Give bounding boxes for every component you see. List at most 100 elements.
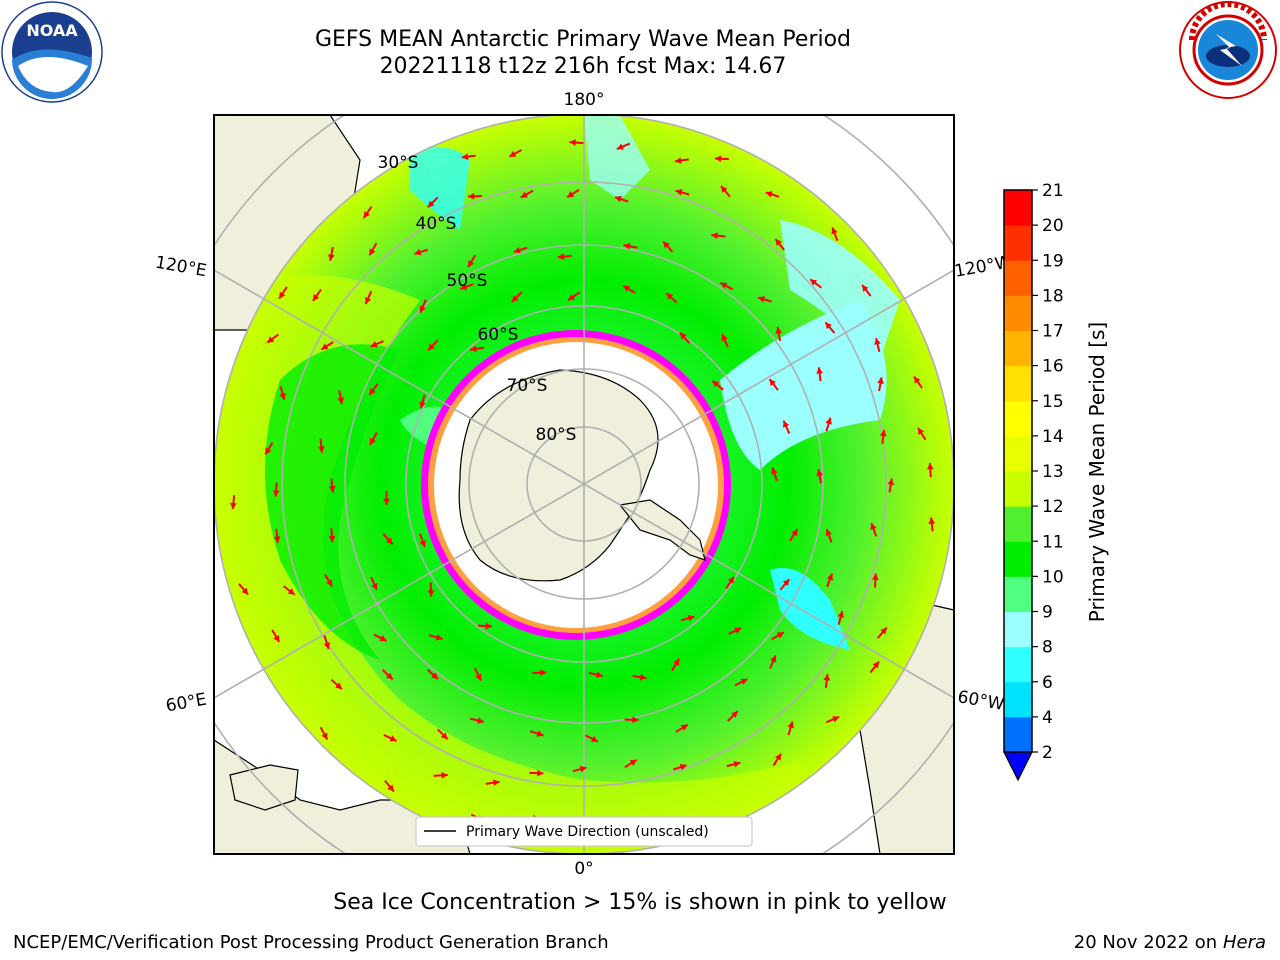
sea-ice-note: Sea Ice Concentration > 15% is shown in … [333,890,947,915]
colorbar-label: Primary Wave Mean Period [s] [1085,322,1109,623]
lon-label-0: 0° [574,859,593,879]
producer-credit: NCEP/EMC/Verification Post Processing Pr… [13,932,609,953]
lat-label-50s: 50°S [447,271,488,291]
wave-direction-arrowhead [816,367,823,374]
wave-direction-arrowhead [267,336,275,343]
noaa-logo-text: NOAA [26,21,78,40]
wave-direction-arrowhead [389,735,397,742]
wave-direction-arrowhead [675,189,683,196]
colorbar-tick-label: 10 [1042,567,1064,587]
colorbar-tick-label: 2 [1042,743,1053,763]
colorbar-tick-label: 9 [1042,603,1053,623]
wave-direction-arrowhead [787,721,794,729]
wave-direction-arrowhead [810,279,818,286]
wave-direction-arrowhead [776,632,784,639]
wave-direction-arrowhead [826,573,834,581]
wave-direction-arrowhead [771,467,778,475]
colorbar-band [1004,471,1032,507]
wave-direction-arrowhead [740,678,748,685]
colorbar-band [1004,190,1032,226]
colorbar-band [1004,225,1032,261]
wave-direction-arrowhead [783,420,790,428]
wave-direction-arrowhead [887,478,895,486]
wave-direction-arrowhead [731,711,738,718]
wave-direction-arrowhead [230,502,237,510]
chart-subtitle: 20221118 t12z 216h fcst Max: 14.67 [379,54,787,79]
wave-direction-arrowhead [369,387,376,395]
lat-label-60s: 60°S [478,325,519,345]
colorbar-extend-below [1003,751,1033,782]
colorbar-band [1004,576,1032,612]
lon-label-60e: 60°E [164,690,208,717]
wave-direction-arrowhead [775,238,782,246]
wave-direction-arrowhead [568,294,576,301]
legend-label: Primary Wave Direction (unscaled) [466,824,709,840]
chart-title: GEFS MEAN Antarctic Primary Wave Mean Pe… [314,27,852,52]
wave-direction-arrowhead [877,377,884,384]
wave-direction-arrowhead [328,485,336,493]
colorbar-bands [1004,190,1032,753]
wave-direction-arrowhead [733,760,741,768]
map-legend: Primary Wave Direction (unscaled) [415,816,753,847]
colorbar-band [1004,646,1032,683]
wave-direction-arrowhead [673,658,680,666]
wave-direction-arrowhead [639,673,647,681]
wave-direction-arrowhead [720,186,728,193]
wave-direction-arrowhead [623,285,631,292]
wave-direction-arrowhead [632,716,639,724]
noaa-logo-icon: NOAA [1,1,103,103]
wave-direction-arrowhead [385,672,393,680]
nws-logo-icon [1179,1,1277,99]
wave-direction-arrowhead [712,380,720,388]
wave-direction-arrowhead [791,529,798,537]
lon-label-180: 180° [564,90,605,110]
wave-direction-arrowhead [623,243,631,250]
wave-direction-arrowhead [666,293,674,300]
wave-direction-arrowhead [832,716,840,723]
wave-direction-arrowhead [557,253,565,260]
wave-direction-arrowhead [414,248,422,256]
lat-label-70s: 70°S [507,376,548,396]
run-host: Hera [1222,932,1266,953]
colorbar-band [1004,260,1032,296]
wave-direction-arrowhead [461,153,469,160]
wave-direction-arrowhead [615,195,622,203]
wave-direction-arrowhead [369,437,376,445]
wave-direction-arrowhead [590,735,598,742]
wave-direction-arrowhead [837,611,844,618]
colorbar-band [1004,506,1032,542]
wave-direction-arrowhead [513,246,521,254]
wave-direction-arrowhead [872,661,880,669]
wave-direction-arrowhead [511,295,519,302]
wave-direction-arrowhead [379,635,387,642]
colorbar-tick-label: 11 [1042,532,1064,552]
colorbar-tick-label: 17 [1042,322,1064,342]
wave-direction-arrowhead [387,784,394,792]
run-on: on [1194,932,1218,953]
wave-direction-arrowhead [914,376,921,384]
wave-direction-arrowhead [769,379,776,387]
wave-direction-arrowhead [427,200,435,208]
lat-label-30s: 30°S [378,153,419,173]
wave-direction-arrowhead [774,753,782,761]
wave-direction-arrowhead [567,191,575,198]
wave-direction-arrowhead [272,490,280,497]
wave-direction-arrowhead [321,343,329,350]
wave-direction-arrowhead [870,523,877,531]
colorbar-band [1004,611,1032,648]
lat-label-80s: 80°S [536,425,577,445]
wave-direction-arrowhead [714,155,722,163]
wave-direction-arrowhead [509,150,517,157]
wave-direction-arrowhead [520,191,528,198]
wave-direction-arrowhead [721,334,728,342]
wave-direction-arrowhead [569,139,576,146]
wave-direction-arrowhead [616,143,624,150]
colorbar-band [1004,400,1032,437]
wave-direction-arrowhead [825,417,832,425]
wave-direction-arrowhead [328,254,335,261]
wave-direction-arrowhead [323,642,331,649]
wave-direction-arrowhead [825,322,832,330]
graticule [214,115,954,854]
run-date: 20 Nov 2022 [1073,932,1190,953]
